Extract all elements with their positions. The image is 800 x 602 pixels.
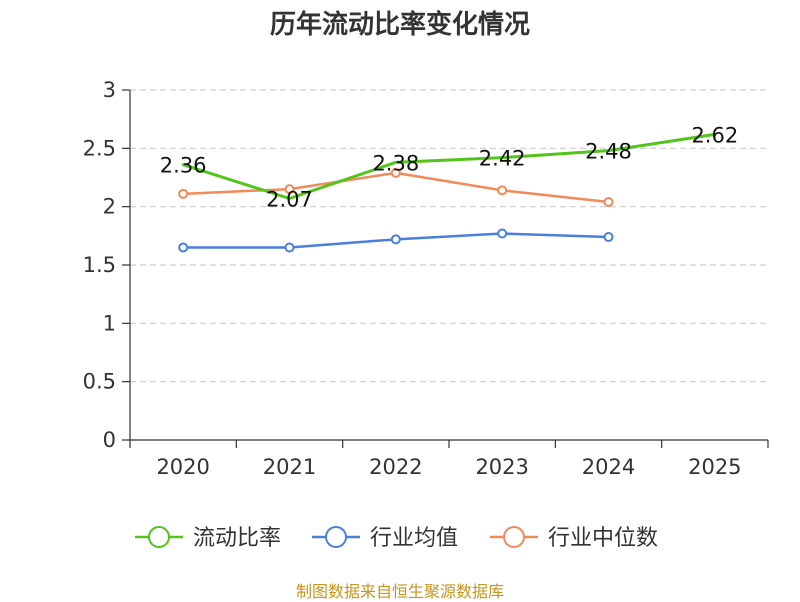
x-axis-ticks: 2020 2021 2022 2023 2024 2025 (156, 455, 741, 479)
y-tick-label: 1 (103, 311, 116, 335)
legend-label: 流动比率 (193, 526, 281, 551)
data-label: 2.42 (479, 147, 526, 171)
legend-marker (325, 526, 347, 548)
data-label: 2.62 (691, 123, 738, 147)
y-tick-label: 1.5 (83, 253, 116, 277)
x-tick-label: 2022 (369, 455, 422, 479)
x-tick-label: 2020 (156, 455, 209, 479)
x-tick-label: 2025 (688, 455, 741, 479)
data-point (603, 197, 614, 207)
y-tick-label: 2 (103, 195, 116, 219)
data-point (284, 242, 295, 253)
legend-label: 行业均值 (370, 526, 458, 551)
data-point (497, 228, 508, 239)
series-line-current-ratio (181, 132, 717, 200)
axes (122, 89, 769, 448)
y-tick-label: 0 (103, 428, 116, 452)
legend: 流动比率 行业均值 行业中位数 (135, 526, 658, 551)
legend-marker (503, 526, 525, 548)
y-tick-label: 2.5 (83, 136, 116, 160)
data-point (178, 188, 189, 199)
y-tick-label: 3 (103, 78, 116, 102)
y-tick-label: 0.5 (83, 370, 116, 394)
data-point (390, 167, 401, 178)
data-point (284, 184, 295, 195)
data-label: 2.07 (266, 188, 313, 212)
data-labels: 2.36 2.07 2.38 2.42 2.48 2.62 (160, 123, 738, 211)
legend-marker (148, 526, 170, 548)
data-point (390, 234, 401, 245)
data-point (603, 232, 614, 242)
x-tick-label: 2023 (475, 455, 528, 479)
chart-title: 历年流动比率变化情况 (269, 10, 530, 40)
data-point (178, 242, 189, 253)
data-point (497, 185, 508, 196)
x-tick-label: 2024 (582, 455, 635, 479)
data-label: 2.48 (585, 140, 632, 164)
data-label: 2.38 (372, 151, 419, 175)
legend-label: 行业中位数 (548, 526, 658, 551)
series-lines (178, 132, 717, 253)
data-label: 2.36 (160, 154, 207, 178)
x-tick-label: 2021 (263, 455, 316, 479)
y-axis-ticks: 0 0.5 1 1.5 2 2.5 3 (83, 78, 116, 452)
grid-lines (130, 89, 768, 383)
source-footer: 制图数据来自恒生聚源数据库 (295, 582, 504, 601)
